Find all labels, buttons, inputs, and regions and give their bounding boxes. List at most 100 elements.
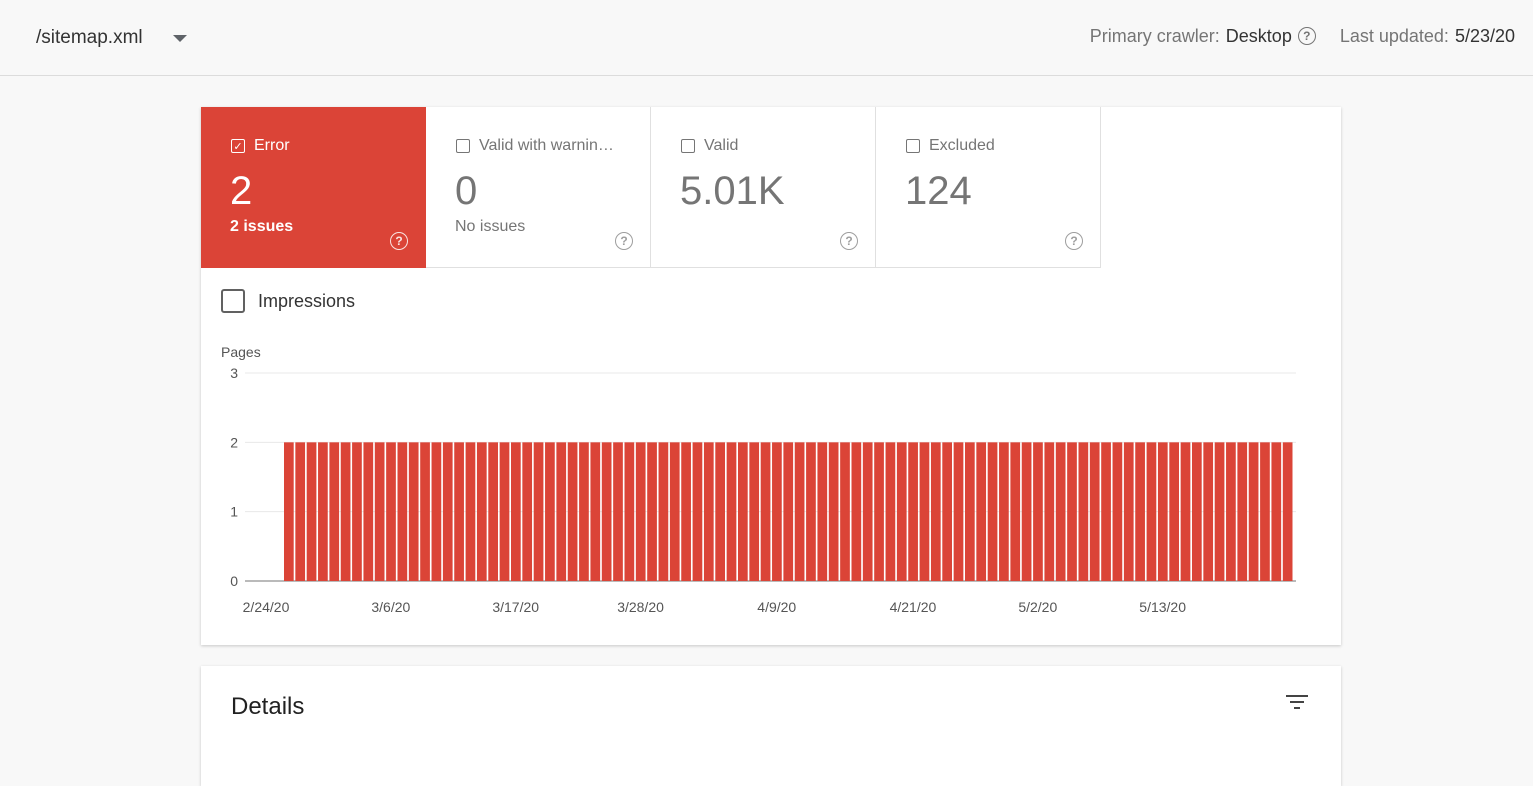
last-updated-value: 5/23/20	[1454, 25, 1515, 46]
bar	[772, 442, 782, 581]
bar	[1123, 442, 1134, 581]
bar	[896, 442, 907, 581]
bar	[1021, 442, 1032, 581]
bar	[806, 442, 816, 581]
bar	[817, 442, 828, 581]
bar	[1214, 442, 1225, 581]
bar	[1169, 442, 1179, 581]
bar	[579, 442, 589, 581]
bar	[567, 442, 578, 581]
bar	[1237, 442, 1248, 581]
bar	[1044, 442, 1055, 581]
bar	[1033, 442, 1043, 581]
chevron-down-icon	[172, 34, 187, 42]
details-title: Details	[231, 693, 305, 720]
bar	[715, 442, 725, 581]
bar	[340, 442, 351, 581]
bar	[828, 442, 839, 581]
tile-count: 124	[905, 169, 972, 213]
bar	[794, 442, 805, 581]
help-icon[interactable]: ?	[1297, 27, 1316, 45]
bar	[329, 442, 340, 581]
bar	[987, 442, 998, 581]
bar	[590, 442, 601, 581]
bar	[1180, 442, 1191, 581]
bar	[976, 442, 987, 581]
help-icon[interactable]: ?	[390, 232, 408, 250]
crawler-value: Desktop	[1225, 25, 1292, 46]
bar	[533, 442, 544, 581]
bar	[420, 442, 430, 581]
checkbox-icon	[221, 289, 245, 313]
bar	[1078, 442, 1089, 581]
bar	[284, 442, 294, 581]
x-tick-label: 3/28/20	[617, 599, 664, 615]
bar	[1112, 442, 1123, 581]
bar	[624, 442, 635, 581]
bar	[431, 442, 442, 581]
bar	[862, 442, 873, 581]
bar	[908, 442, 918, 581]
bar	[1271, 442, 1282, 581]
bar	[556, 442, 567, 581]
bar	[476, 442, 487, 581]
y-tick-label: 3	[230, 365, 238, 381]
tile-valid-with-warnings[interactable]: Valid with warnin… 0 No issues ?	[426, 107, 651, 268]
bar	[318, 442, 328, 581]
bar	[1135, 442, 1145, 581]
checkbox-checked-icon: ✓	[231, 139, 245, 153]
bar	[840, 442, 850, 581]
top-bar: /sitemap.xml Primary crawler: Desktop ? …	[0, 0, 1533, 76]
bar	[635, 442, 646, 581]
help-icon[interactable]: ?	[1065, 232, 1083, 250]
bar	[1067, 442, 1077, 581]
bar	[1226, 442, 1236, 581]
bar	[374, 442, 385, 581]
impressions-toggle[interactable]: Impressions	[221, 289, 355, 313]
bar	[1101, 442, 1111, 581]
sitemap-label: /sitemap.xml	[36, 27, 143, 48]
tile-count: 2	[230, 169, 253, 213]
bar	[511, 442, 521, 581]
tile-label: Valid	[704, 137, 739, 154]
bar	[851, 442, 862, 581]
details-card: Details	[201, 666, 1341, 786]
sitemap-dropdown[interactable]: /sitemap.xml	[36, 24, 187, 52]
tile-error[interactable]: ✓ Error 2 2 issues ?	[201, 107, 426, 268]
bar	[658, 442, 669, 581]
bar	[352, 442, 362, 581]
tile-label: Excluded	[929, 137, 995, 154]
bar	[1010, 442, 1021, 581]
bar	[669, 442, 680, 581]
x-tick-label: 4/9/20	[757, 599, 796, 615]
bar	[522, 442, 533, 581]
y-axis-label: Pages	[221, 344, 261, 360]
tile-valid[interactable]: Valid 5.01K ?	[651, 107, 876, 268]
checkbox-icon	[906, 139, 920, 153]
bar	[1192, 442, 1202, 581]
bar	[726, 442, 737, 581]
bar	[1248, 442, 1259, 581]
bar	[692, 442, 703, 581]
y-tick-label: 1	[230, 504, 238, 520]
last-updated-label: Last updated:	[1339, 25, 1449, 46]
bar	[465, 442, 476, 581]
bar	[1260, 442, 1270, 581]
x-tick-label: 2/24/20	[243, 599, 290, 615]
filter-icon[interactable]	[1285, 693, 1309, 713]
tile-excluded[interactable]: Excluded 124 ?	[876, 107, 1101, 268]
bar	[1055, 442, 1066, 581]
bar	[919, 442, 930, 581]
bar	[363, 442, 374, 581]
help-icon[interactable]: ?	[615, 232, 633, 250]
bar	[1146, 442, 1157, 581]
help-icon[interactable]: ?	[840, 232, 858, 250]
bar	[874, 442, 884, 581]
error-pages-chart: Pages 0 1 2 3 2/24/20 3/6/20 3/17/20 3/28/20 4/9/…	[221, 344, 1296, 615]
bar	[442, 442, 453, 581]
bar	[306, 442, 317, 581]
bar	[942, 442, 952, 581]
bar	[953, 442, 964, 581]
bar	[930, 442, 941, 581]
x-tick-label: 4/21/20	[890, 599, 937, 615]
